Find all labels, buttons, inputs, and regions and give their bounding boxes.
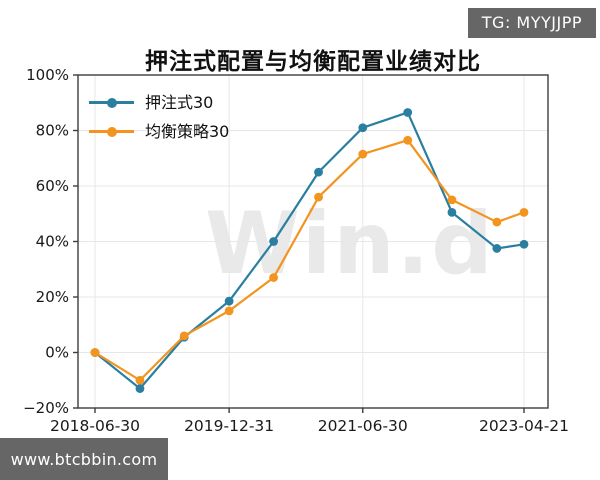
chart-legend: 押注式30 均衡策略30 [89, 92, 229, 142]
data-point [314, 167, 323, 177]
x-tick-label: 2019-12-31 [184, 417, 274, 435]
data-point [358, 123, 368, 133]
data-point [269, 237, 278, 246]
y-tick-label: −20% [23, 399, 69, 417]
legend-item-balanced: 均衡策略30 [89, 121, 229, 142]
legend-marker-blue-icon [89, 92, 134, 113]
legend-item-betting: 押注式30 [89, 92, 229, 113]
x-tick-label: 2021-06-30 [318, 417, 408, 435]
legend-marker-orange-icon [89, 121, 134, 142]
data-point [224, 296, 234, 306]
x-tick-label: 2018-06-30 [50, 417, 140, 435]
website-url: www.btcbbin.com [10, 449, 158, 469]
y-tick-label: 80% [36, 122, 69, 140]
y-tick-label: 100% [26, 66, 69, 84]
series-line-1 [94, 139, 525, 382]
legend-label: 押注式30 [145, 93, 214, 112]
data-point [447, 195, 457, 205]
website-watermark-bar: www.btcbbin.com [0, 438, 168, 480]
y-tick-label: 0% [45, 344, 69, 362]
tg-badge: TG: MYYJJPP [467, 8, 596, 38]
data-point [447, 207, 457, 217]
x-tick-label: 2023-04-21 [479, 417, 569, 435]
data-point [314, 192, 323, 202]
data-point [519, 207, 529, 217]
data-point [90, 348, 100, 357]
chart-title: 押注式配置与均衡配置业绩对比 [145, 49, 481, 75]
data-point [492, 217, 502, 227]
data-point [179, 331, 189, 341]
data-point [358, 149, 368, 159]
series-line-0 [94, 111, 525, 390]
data-point [224, 306, 234, 316]
y-tick-label: 20% [36, 288, 69, 306]
data-point [135, 375, 145, 385]
data-point [135, 384, 145, 393]
data-point [519, 239, 529, 249]
legend-label: 均衡策略30 [145, 122, 230, 141]
data-point [403, 135, 413, 145]
data-point [269, 273, 278, 282]
y-tick-label: 60% [36, 177, 69, 195]
data-point [403, 108, 413, 117]
y-tick-label: 40% [36, 233, 69, 251]
data-point [492, 244, 502, 253]
